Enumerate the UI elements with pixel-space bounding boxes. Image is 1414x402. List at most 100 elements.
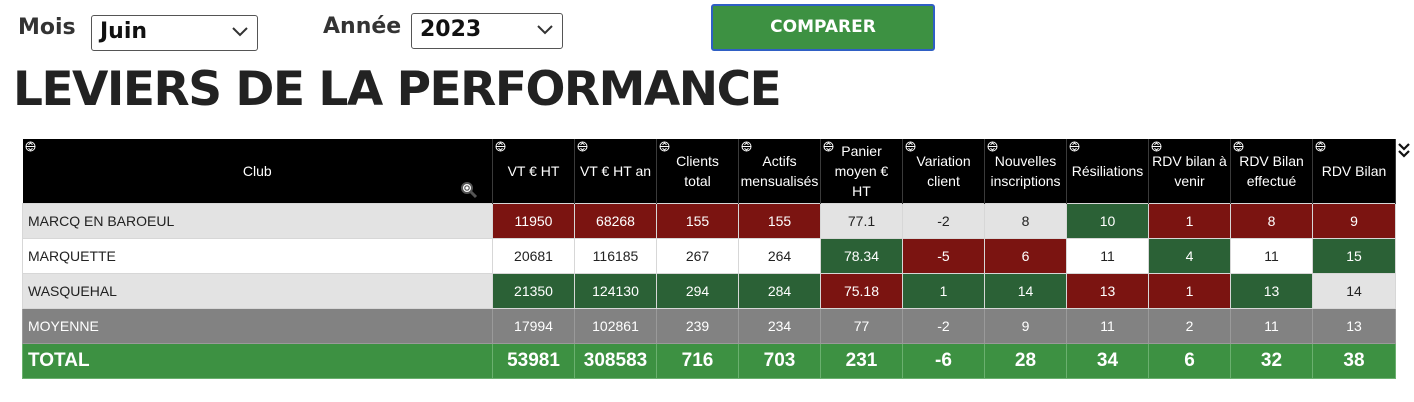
value-cell: 13 — [1230, 273, 1313, 309]
club-cell: TOTAL — [22, 343, 493, 379]
value-cell: 155 — [656, 203, 739, 239]
value-cell: 11950 — [492, 203, 575, 239]
sort-icon[interactable] — [741, 141, 752, 152]
value-cell: 11 — [1230, 308, 1313, 344]
table-row: WASQUEHAL 21350 124130 294 284 75.18 1 14 13 1 13 1… — [22, 273, 1396, 309]
column-header[interactable]: VT € HT an — [574, 139, 657, 204]
value-cell: 77 — [820, 308, 903, 344]
value-cell: 6 — [1148, 343, 1231, 379]
sort-icon[interactable] — [1233, 141, 1244, 152]
value-cell: 1 — [1148, 273, 1231, 309]
value-cell: 9 — [1312, 203, 1396, 239]
club-cell: MARQUETTE — [22, 238, 493, 274]
sort-icon[interactable] — [25, 141, 36, 152]
column-header-label: Variation — [916, 153, 971, 169]
column-header-label: RDV Bilan — [1239, 153, 1304, 169]
column-header-label: moyen € — [834, 163, 889, 179]
value-cell: 17994 — [492, 308, 575, 344]
value-cell: 116185 — [574, 238, 657, 274]
value-cell: 703 — [738, 343, 821, 379]
table-row: MARCQ EN BAROEUL 11950 68268 155 155 77.1 -2 8 1… — [22, 203, 1396, 239]
value-cell: 1 — [1148, 203, 1231, 239]
chevron-down-icon — [537, 25, 553, 35]
value-cell: 267 — [656, 238, 739, 274]
club-cell: MOYENNE — [22, 308, 493, 344]
table-body: MARCQ EN BAROEUL 11950 68268 155 155 77.1 -2 8 1… — [22, 203, 1396, 379]
value-cell: 20681 — [492, 238, 575, 274]
column-header[interactable]: RDV bilan à venir — [1148, 139, 1231, 204]
value-cell: 102861 — [574, 308, 657, 344]
value-cell: 78.34 — [820, 238, 903, 274]
sort-icon[interactable] — [577, 141, 588, 152]
page-title: LEVIERS DE LA PERFORMANCE — [13, 62, 782, 117]
column-header-label: inscriptions — [990, 173, 1061, 189]
sort-icon[interactable] — [659, 141, 670, 152]
column-header-label: Clients — [676, 153, 719, 169]
column-header[interactable]: Variation client — [902, 139, 985, 204]
value-cell: 1 — [902, 273, 985, 309]
column-header-label: RDV bilan à — [1152, 153, 1227, 169]
column-header[interactable]: Actifs mensualisés — [738, 139, 821, 204]
value-cell: 716 — [656, 343, 739, 379]
value-cell: 28 — [984, 343, 1067, 379]
table-row: TOTAL 53981 308583 716 703 231 -6 28 34 6 32 38 — [22, 343, 1396, 379]
column-header-label: total — [684, 173, 711, 189]
sort-icon[interactable] — [987, 141, 998, 152]
sort-icon[interactable] — [905, 141, 916, 152]
value-cell: 38 — [1312, 343, 1396, 379]
value-cell: 124130 — [574, 273, 657, 309]
column-header-label: Club — [242, 163, 272, 179]
club-cell: MARCQ EN BAROEUL — [22, 203, 493, 239]
value-cell: 32 — [1230, 343, 1313, 379]
month-select[interactable]: Juin — [91, 15, 258, 51]
value-cell: 6 — [984, 238, 1067, 274]
value-cell: 68268 — [574, 203, 657, 239]
value-cell: 14 — [1312, 273, 1396, 309]
sort-icon[interactable] — [495, 141, 506, 152]
value-cell: 2 — [1148, 308, 1231, 344]
expand-double-chevron-icon[interactable] — [1396, 141, 1412, 159]
column-header[interactable]: RDV Bilan — [1312, 139, 1396, 204]
value-cell: 9 — [984, 308, 1067, 344]
chevron-down-icon — [232, 27, 248, 37]
value-cell: 53981 — [492, 343, 575, 379]
year-select[interactable]: 2023 — [411, 13, 563, 49]
magnifier-icon[interactable] — [460, 181, 478, 199]
value-cell: -2 — [902, 203, 985, 239]
column-header[interactable]: RDV Bilan effectué — [1230, 139, 1313, 204]
column-header[interactable]: Clients total — [656, 139, 739, 204]
sort-icon[interactable] — [1069, 141, 1080, 152]
value-cell: 15 — [1312, 238, 1396, 274]
column-header-label: HT — [852, 183, 871, 199]
sort-icon[interactable] — [823, 141, 834, 152]
value-cell: 239 — [656, 308, 739, 344]
value-cell: 231 — [820, 343, 903, 379]
column-header[interactable]: Club — [22, 139, 493, 204]
column-header-label: VT € HT an — [579, 163, 652, 179]
value-cell: 4 — [1148, 238, 1231, 274]
column-header-label: effectué — [1246, 173, 1297, 189]
value-cell: 11 — [1066, 238, 1149, 274]
value-cell: 11 — [1230, 238, 1313, 274]
year-value: 2023 — [420, 17, 482, 42]
value-cell: 13 — [1066, 273, 1149, 309]
column-header[interactable]: Panier moyen € HT — [820, 139, 903, 204]
column-header-label: VT € HT — [507, 163, 560, 179]
sort-icon[interactable] — [1315, 141, 1326, 152]
column-header[interactable]: VT € HT — [492, 139, 575, 204]
sort-icon[interactable] — [1151, 141, 1162, 152]
value-cell: 264 — [738, 238, 821, 274]
compare-button[interactable]: COMPARER — [711, 4, 935, 51]
value-cell: 14 — [984, 273, 1067, 309]
column-header-label: Résiliations — [1071, 163, 1144, 179]
month-value: Juin — [100, 19, 148, 44]
column-header[interactable]: Résiliations — [1066, 139, 1149, 204]
value-cell: 155 — [738, 203, 821, 239]
value-cell: 8 — [984, 203, 1067, 239]
column-header[interactable]: Nouvelles inscriptions — [984, 139, 1067, 204]
column-header-label: Nouvelles — [994, 153, 1057, 169]
value-cell: -6 — [902, 343, 985, 379]
club-cell: WASQUEHAL — [22, 273, 493, 309]
value-cell: 10 — [1066, 203, 1149, 239]
value-cell: 11 — [1066, 308, 1149, 344]
